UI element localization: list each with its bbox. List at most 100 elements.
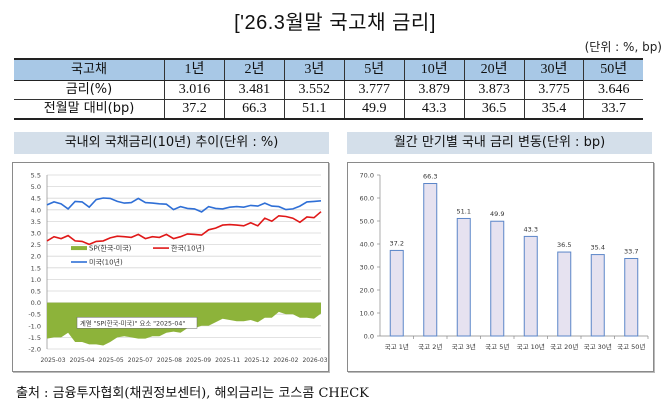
table-cell: 43.3 [403, 99, 465, 120]
header-cell: 1년 [164, 58, 225, 81]
x-category-label: 국고 50년 [617, 342, 645, 351]
bar[interactable] [590, 254, 605, 337]
x-category-label: 국고 10년 [517, 342, 545, 351]
unit-label: (단위 : %, bp) [584, 40, 662, 54]
header-cell: 30년 [523, 58, 585, 81]
header-cell: 20년 [463, 58, 525, 81]
table-cell: 36.5 [463, 99, 525, 120]
table-cell: 37.2 [164, 99, 225, 120]
line-chart-panel: 5.5 5.0 4.5 4.0 3.5 3.0 2.5 2.0 1.5 1.0 0.5 0.0 -0.5… [12, 162, 329, 372]
y-tick-label: 0.0 [31, 299, 41, 307]
table-cell: 3.879 [403, 80, 465, 100]
table-header-row: 국고채 1년 2년 3년 5년 10년 20년 30년 50년 [14, 58, 643, 81]
table-cell: 3.481 [223, 80, 285, 100]
bar-data-label: 43.3 [524, 225, 538, 233]
row-label: 금리(%) [14, 80, 165, 100]
bar[interactable] [456, 217, 471, 337]
line-chart-title: 국내외 국채금리(10년) 추이(단위 : %) [14, 132, 329, 154]
x-tick-label: 2025-11 [215, 357, 240, 364]
y-tick-label: 3.0 [31, 230, 41, 238]
header-cell: 국고채 [14, 58, 165, 81]
rates-table: 국고채 1년 2년 3년 5년 10년 20년 30년 50년 금리(%) 3.… [14, 58, 643, 120]
y-tick-label: -0.5 [28, 311, 41, 319]
bar[interactable] [557, 251, 572, 337]
row-label: 전월말 대비(bp) [14, 99, 165, 120]
y-tick-label: 4.5 [31, 195, 41, 203]
x-tick-label: 2025-05 [99, 357, 124, 364]
x-tick-label: 2025-09 [186, 357, 211, 364]
svg-text:한국(10년): 한국(10년) [171, 244, 205, 253]
x-tick-label: 2025-12 [244, 357, 269, 364]
table-cell: 33.7 [583, 99, 643, 120]
bar-data-label: 66.3 [423, 173, 437, 181]
header-cell: 3년 [283, 58, 345, 81]
table-cell: 35.4 [523, 99, 585, 120]
bar[interactable] [490, 220, 505, 337]
header-cell: 2년 [223, 58, 285, 81]
x-category-label: 국고 2년 [418, 342, 442, 351]
bar-data-label: 51.1 [457, 207, 471, 215]
y-tick-label: 10.0 [360, 310, 374, 318]
bar[interactable] [423, 183, 438, 337]
header-cell: 5년 [343, 58, 405, 81]
svg-text:계열 "SP(한국-미국)" 요소 "2025-04": 계열 "SP(한국-미국)" 요소 "2025-04" [80, 318, 185, 327]
x-tick-label: 2025-07 [128, 357, 153, 364]
svg-text:미국(10년): 미국(10년) [89, 258, 123, 267]
chart-tooltip: 계열 "SP(한국-미국)" 요소 "2025-04" [76, 317, 198, 329]
table-cell: 3.777 [343, 80, 405, 100]
x-category-label: 국고 30년 [584, 342, 612, 351]
kr-10y-line[interactable] [46, 211, 322, 246]
table-cell: 66.3 [223, 99, 285, 120]
y-tick-label: -2.0 [28, 346, 41, 354]
bar-data-label: 36.5 [557, 241, 571, 249]
bar-data-label: 35.4 [591, 244, 605, 252]
y-tick-label: 2.5 [31, 241, 41, 249]
x-tick-label: 2025-03 [40, 357, 65, 364]
x-category-label: 국고 20년 [550, 342, 578, 351]
bar-data-label: 33.7 [624, 247, 638, 255]
bar-chart-title: 월간 만기별 국내 금리 변동(단위 : bp) [347, 132, 652, 154]
x-category-label: 국고 1년 [385, 342, 409, 351]
y-tick-label: 20.0 [360, 287, 374, 295]
source-note: 출처 : 금융투자협회(채권정보센터), 해외금리는 코스콤 CHECK [16, 386, 369, 401]
y-tick-label: 4.0 [31, 206, 41, 214]
table-row: 금리(%) 3.016 3.481 3.552 3.777 3.879 3.87… [14, 80, 643, 100]
y-tick-label: 2.0 [31, 253, 41, 261]
header-cell: 50년 [583, 58, 643, 81]
line-chart: 5.5 5.0 4.5 4.0 3.5 3.0 2.5 2.0 1.5 1.0 0.5 0.0 -0.5… [28, 172, 327, 365]
y-tick-label: -1.0 [28, 322, 41, 330]
y-tick-label: 1.5 [31, 264, 41, 272]
x-tick-label: 2025-08 [157, 357, 182, 364]
bar-chart-panel: 70.0 60.0 50.0 40.0 30.0 20.0 10.0 0.0 37.2 국고 1년… [347, 162, 654, 372]
table-cell: 3.873 [463, 80, 525, 100]
bar-data-label: 37.2 [390, 239, 404, 247]
x-tick-label: 2025-04 [70, 357, 95, 364]
legend: SP(한국-미국) 한국(10년) 미국(10년) [71, 244, 205, 267]
x-category-label: 국고 3년 [452, 342, 476, 351]
table-cell: 3.775 [523, 80, 585, 100]
x-category-label: 국고 5년 [485, 342, 509, 351]
y-tick-label: 5.0 [31, 183, 41, 191]
bar[interactable] [624, 257, 639, 337]
table-cell: 51.1 [283, 99, 345, 120]
table-cell: 3.552 [283, 80, 345, 100]
y-tick-label: 0.0 [364, 333, 374, 341]
bar-chart: 70.0 60.0 50.0 40.0 30.0 20.0 10.0 0.0 37.2 국고 1년… [360, 172, 649, 351]
table-row: 전월말 대비(bp) 37.2 66.3 51.1 49.9 43.3 36.5… [14, 99, 643, 120]
table-cell: 3.016 [164, 80, 225, 100]
x-tick-label: 2026-03 [302, 357, 327, 364]
bar-data-label: 49.9 [490, 210, 504, 218]
bar[interactable] [389, 249, 404, 337]
y-tick-label: 5.5 [31, 172, 41, 180]
x-tick-label: 2026-02 [273, 357, 298, 364]
table-cell: 3.646 [583, 80, 643, 100]
y-tick-label: 70.0 [360, 172, 374, 180]
svg-text:SP(한국-미국): SP(한국-미국) [89, 244, 132, 253]
header-cell: 10년 [403, 58, 465, 81]
page-title: ['26.3월말 국고채 금리] [234, 12, 436, 34]
bar[interactable] [523, 235, 538, 337]
table-cell: 49.9 [343, 99, 405, 120]
y-tick-label: 1.0 [31, 276, 41, 284]
us-10y-line[interactable] [46, 197, 322, 213]
y-tick-label: -1.5 [28, 334, 41, 342]
